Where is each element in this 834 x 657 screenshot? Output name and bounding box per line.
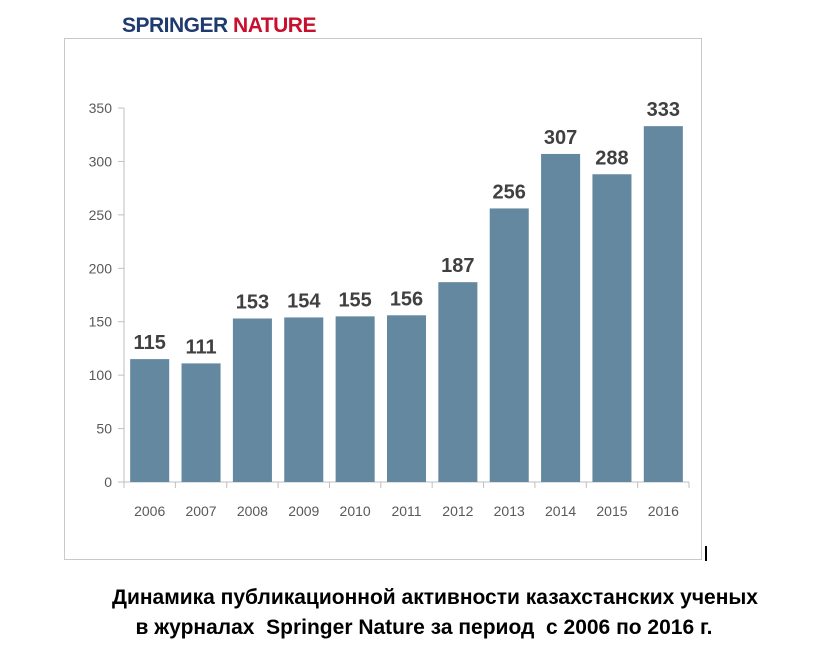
y-tick-label: 0	[104, 474, 112, 490]
x-tick-label-2016: 2016	[648, 503, 679, 519]
data-label-2007: 111	[185, 336, 216, 358]
x-tick-label-2012: 2012	[442, 503, 473, 519]
x-tick-label-2008: 2008	[237, 503, 268, 519]
x-tick-label-2013: 2013	[494, 503, 525, 519]
data-label-2012: 187	[441, 255, 474, 277]
bar-chart: 0 50 100 150 200 250 300 350 115 2006 111 2007 153 20…	[89, 99, 690, 519]
x-tick-label-2009: 2009	[288, 503, 319, 519]
x-tick-label-2015: 2015	[596, 503, 627, 519]
bar-2007	[181, 363, 221, 482]
bar-2013	[489, 208, 529, 482]
bar-2006	[130, 359, 170, 482]
x-tick-label-2006: 2006	[134, 503, 165, 519]
logo-part-nature: NATURE	[233, 14, 316, 37]
x-tick-label-2014: 2014	[545, 503, 576, 519]
bar-2008	[232, 318, 272, 482]
y-tick-label: 350	[89, 100, 113, 116]
bar-2010	[335, 316, 375, 482]
y-tick-label: 300	[89, 153, 113, 169]
y-tick-label: 100	[89, 367, 113, 383]
data-label-2014: 307	[544, 127, 577, 149]
data-label-2016: 333	[647, 99, 680, 121]
data-label-2013: 256	[493, 181, 526, 203]
data-label-2010: 155	[338, 289, 371, 311]
logo-part-springer: SPRINGER	[122, 14, 234, 37]
bar-2011	[386, 315, 427, 482]
y-tick-label: 150	[89, 314, 113, 330]
chart-caption: Динамика публикационной активности казах…	[0, 583, 834, 643]
y-tick-label: 200	[89, 260, 113, 276]
bar-2012	[438, 282, 478, 482]
bar-2014	[541, 153, 581, 482]
y-tick-label: 250	[89, 207, 113, 223]
y-tick-label: 50	[96, 421, 112, 437]
caption-line-2: в журналах Springer Nature за период с 2…	[135, 616, 713, 639]
x-tick-label-2007: 2007	[185, 503, 216, 519]
x-tick-label-2011: 2011	[391, 503, 421, 519]
data-label-2009: 154	[287, 290, 321, 312]
data-label-2008: 153	[236, 292, 269, 314]
data-label-2006: 115	[134, 332, 166, 354]
bar-2015	[592, 174, 632, 482]
caption-line-1: Динамика публикационной активности казах…	[111, 586, 758, 609]
bar-2016	[643, 126, 683, 482]
bar-2009	[284, 317, 324, 482]
data-label-2011: 156	[390, 288, 423, 310]
text-cursor-mark	[705, 546, 707, 561]
data-label-2015: 288	[595, 147, 628, 169]
chart-frame	[64, 38, 702, 560]
x-tick-label-2010: 2010	[340, 503, 371, 519]
springer-nature-logo: SPRINGER NATURE	[122, 14, 316, 38]
